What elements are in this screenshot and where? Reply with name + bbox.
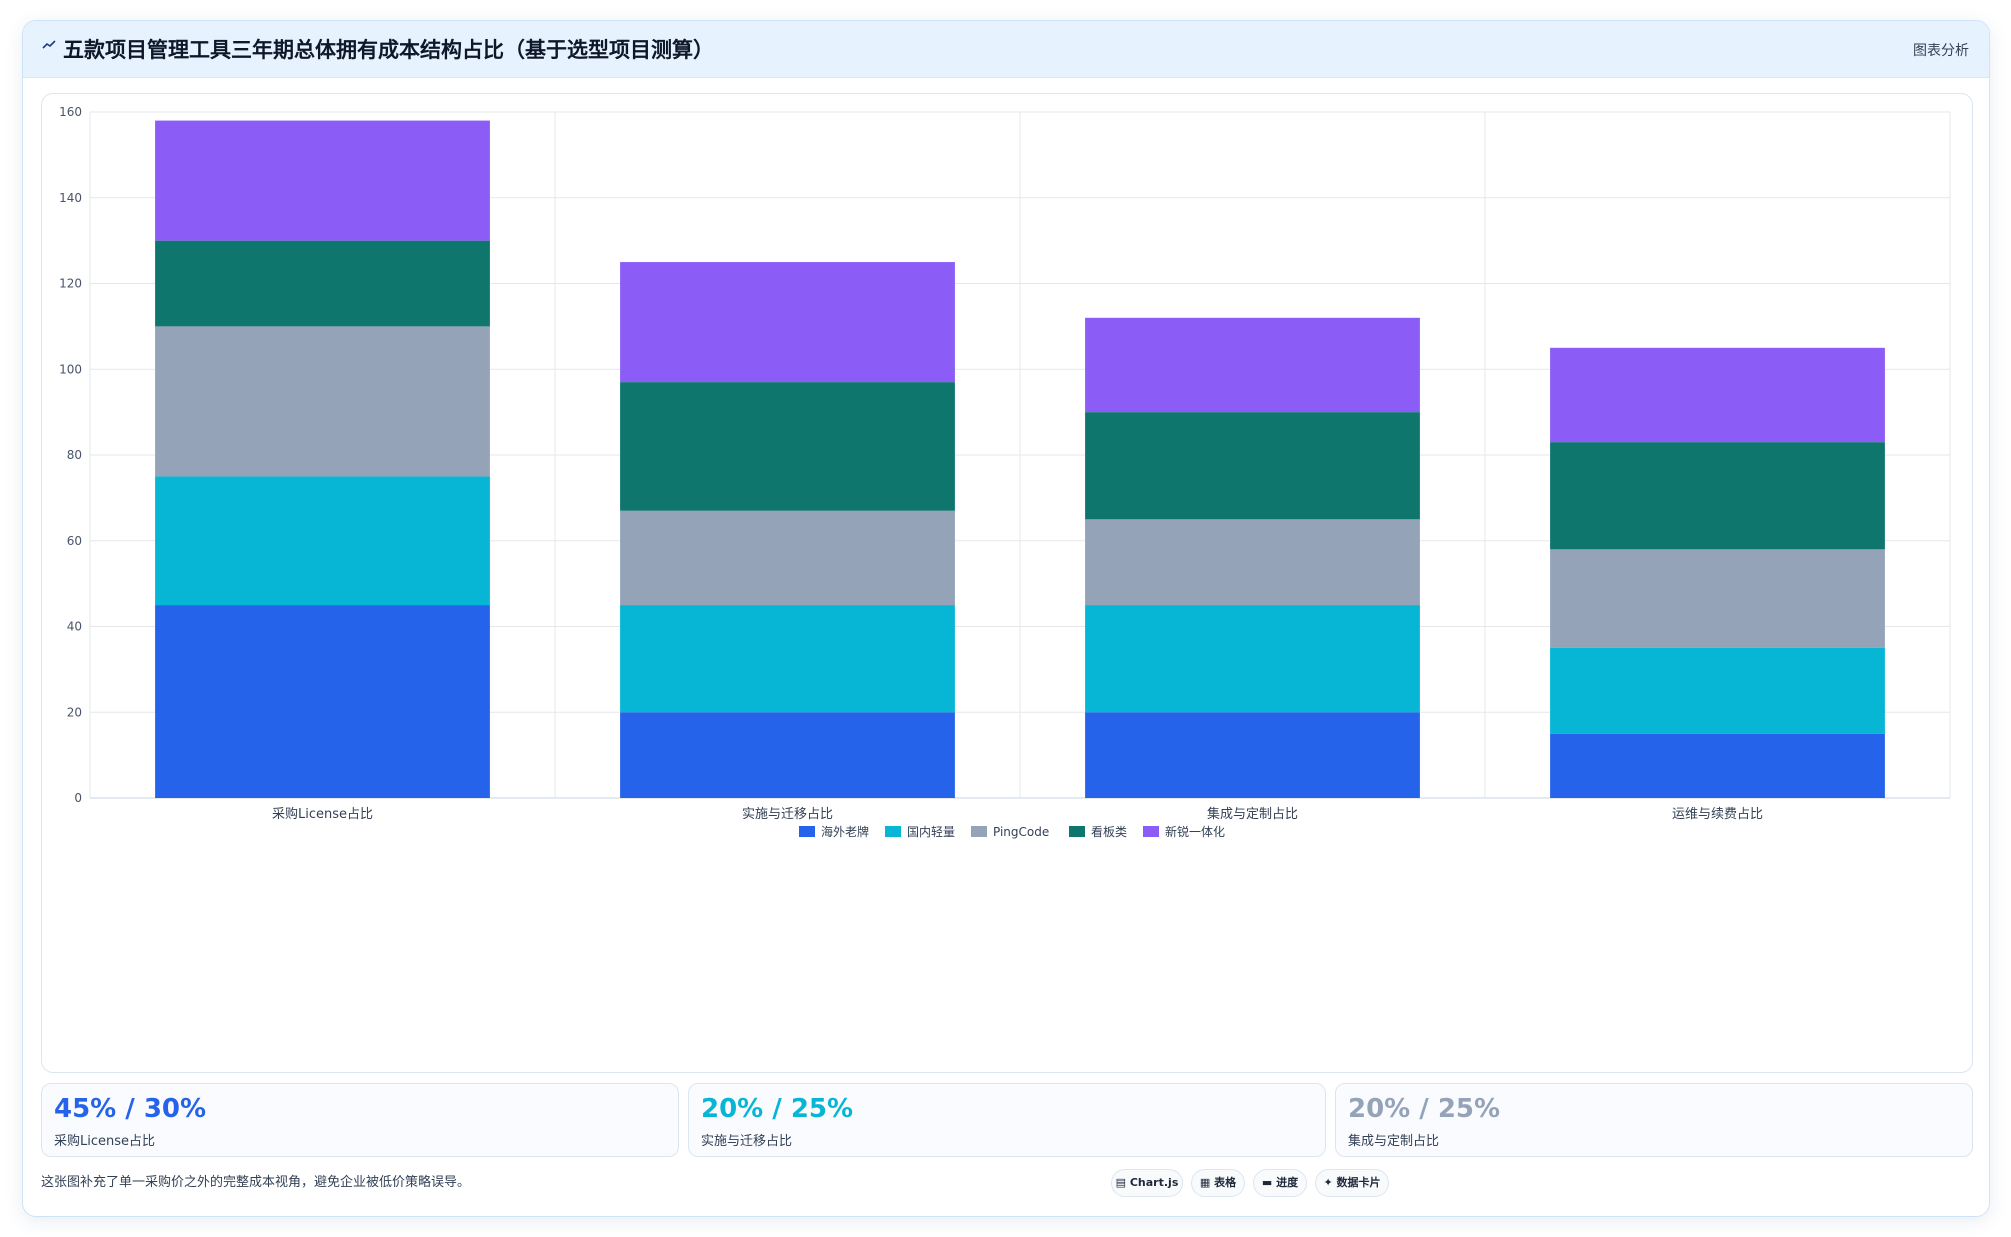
legend-swatch xyxy=(1143,826,1159,837)
legend-swatch xyxy=(971,826,987,837)
chart-card: 五款项目管理工具三年期总体拥有成本结构占比（基于选型项目测算） 图表分析 0 20… xyxy=(22,20,1990,1217)
bar-segment xyxy=(1085,412,1420,520)
stat-card: 20% / 25% 实施与迁移占比 xyxy=(688,1083,1326,1157)
legend-swatch xyxy=(1069,826,1085,837)
y-tick-label: 20 xyxy=(67,705,82,719)
y-tick-label: 80 xyxy=(67,448,82,462)
stat-value: 20% / 25% xyxy=(701,1094,854,1124)
y-tick-label: 120 xyxy=(59,277,82,291)
bar-segment xyxy=(1550,733,1885,798)
footnote: 这张图补充了单一采购价之外的完整成本视角，避免企业被低价策略误导。 xyxy=(41,1175,471,1190)
stat-label: 实施与迁移占比 xyxy=(701,1134,793,1149)
page-title: 五款项目管理工具三年期总体拥有成本结构占比（基于选型项目测算） xyxy=(63,38,714,62)
legend-label: 看板类 xyxy=(1091,825,1127,839)
y-tick-label: 60 xyxy=(67,534,82,548)
chip-table[interactable]: ▦ 表格 xyxy=(1191,1169,1245,1197)
chip-progress[interactable]: ▬ 进度 xyxy=(1253,1169,1307,1197)
stat-value: 20% / 25% xyxy=(1348,1094,1501,1124)
y-tick-label: 140 xyxy=(59,191,82,205)
y-tick-label: 0 xyxy=(74,791,82,805)
chart-icon: ▤ xyxy=(1115,1176,1130,1189)
chip-chartjs[interactable]: ▤ Chart.js xyxy=(1111,1169,1183,1197)
y-tick-label: 160 xyxy=(59,105,82,119)
bar-segment xyxy=(620,510,955,606)
x-tick-label: 实施与迁移占比 xyxy=(742,807,833,822)
bar-segment xyxy=(155,605,490,798)
trend-icon xyxy=(41,37,61,57)
legend-label: 海外老牌 xyxy=(821,824,869,839)
bar-segment xyxy=(620,712,955,798)
bar-segment xyxy=(1085,605,1420,713)
bar-segment xyxy=(1085,712,1420,798)
progress-icon: ▬ xyxy=(1261,1176,1277,1189)
bar-segment xyxy=(1550,442,1885,550)
stat-label: 采购License占比 xyxy=(54,1134,156,1149)
chip-data-card[interactable]: ✦ 数据卡片 xyxy=(1315,1169,1389,1197)
bar-segment xyxy=(620,382,955,511)
card-icon: ✦ xyxy=(1323,1176,1337,1189)
stacked-bar-chart: 0 20 40 60 80 100 120 140 160 采购License占比 实施与迁移占比 集… xyxy=(59,105,1951,839)
bar-segment xyxy=(1550,647,1885,734)
y-tick-label: 100 xyxy=(59,362,82,376)
x-tick-label: 集成与定制占比 xyxy=(1207,806,1298,822)
bar-segment xyxy=(155,476,490,606)
legend-swatch xyxy=(799,826,815,837)
table-icon: ▦ xyxy=(1199,1176,1215,1189)
chart-area: 0 20 40 60 80 100 120 140 160 采购License占比 实施与迁移占比 集… xyxy=(41,93,1973,1073)
card-header: 五款项目管理工具三年期总体拥有成本结构占比（基于选型项目测算） 图表分析 xyxy=(23,21,1989,78)
bar-segment xyxy=(1085,317,1420,413)
legend-label: 新锐一体化 xyxy=(1165,824,1225,839)
bar-segment xyxy=(620,605,955,713)
stat-card: 45% / 30% 采购License占比 xyxy=(41,1083,679,1157)
analysis-tag: 图表分析 xyxy=(1913,43,1969,59)
x-tick-label: 运维与续费占比 xyxy=(1672,807,1763,822)
bar-segment xyxy=(1550,549,1885,648)
y-tick-label: 40 xyxy=(67,620,82,634)
stat-value: 45% / 30% xyxy=(54,1094,207,1124)
bar-segment xyxy=(620,262,955,383)
stat-cards: 45% / 30% 采购License占比 20% / 25% 实施与迁移占比 … xyxy=(41,1083,1973,1157)
stat-card: 20% / 25% 集成与定制占比 xyxy=(1335,1083,1973,1157)
x-tick-label: 采购License占比 xyxy=(272,806,373,822)
legend-label: PingCode xyxy=(993,825,1049,839)
bar-segment xyxy=(155,326,490,477)
bar-segment xyxy=(155,120,490,241)
stat-label: 集成与定制占比 xyxy=(1348,1134,1440,1149)
bar-segment xyxy=(155,240,490,327)
legend-label: 国内轻量 xyxy=(907,825,955,839)
legend-swatch xyxy=(885,826,901,837)
bar-segment xyxy=(1550,347,1885,443)
bar-segment xyxy=(1085,519,1420,606)
